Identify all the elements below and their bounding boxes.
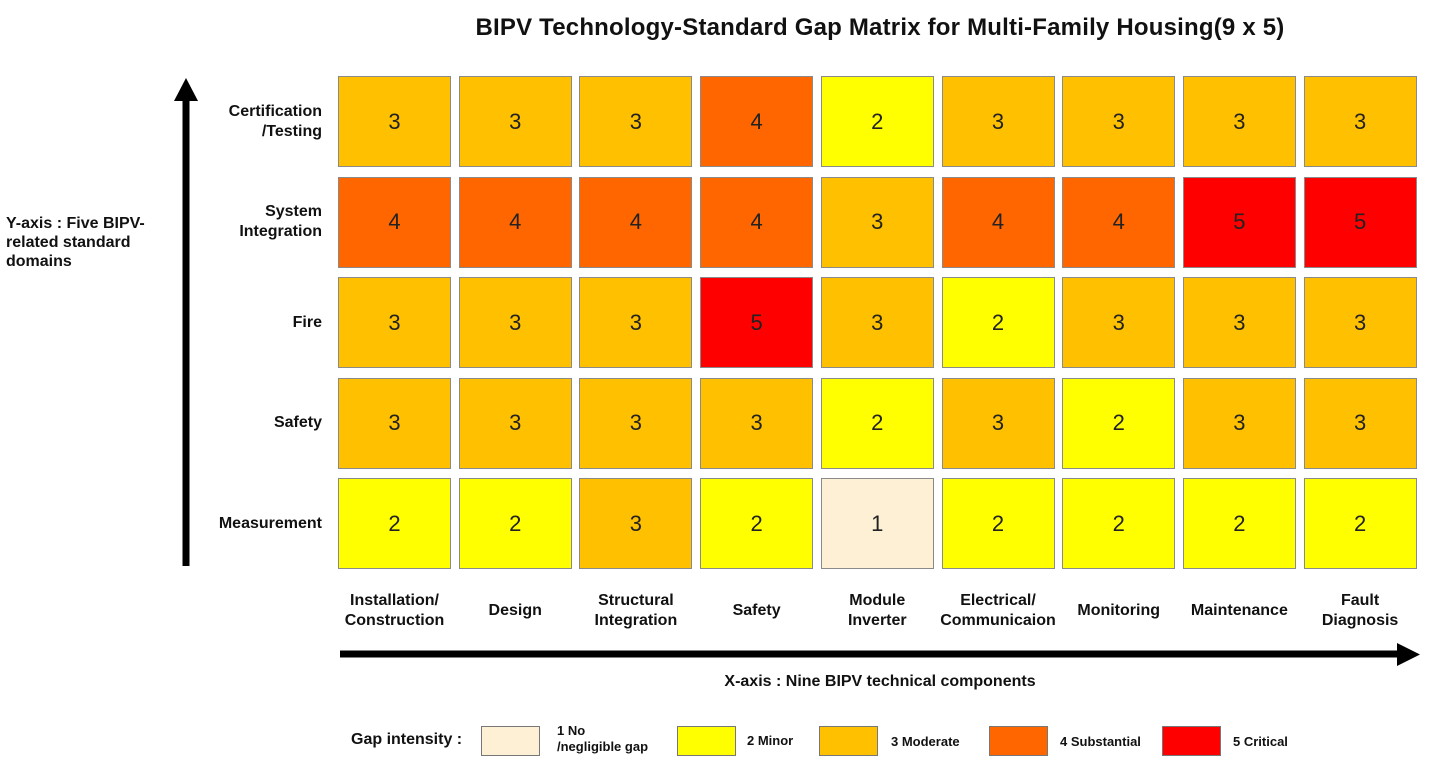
heatmap-cell: 5	[1182, 176, 1296, 268]
heatmap-cell: 4	[458, 176, 572, 268]
heatmap-cell: 3	[458, 277, 572, 368]
heatmap-cell: 4	[579, 176, 693, 268]
column-label: Maintenance	[1190, 602, 1288, 619]
legend-swatch-4	[989, 726, 1048, 756]
heatmap-cell: 4	[941, 176, 1055, 268]
heatmap-cell: 3	[820, 176, 934, 268]
heatmap-cell: 3	[1062, 76, 1176, 167]
heatmap-cell: 2	[941, 277, 1055, 368]
column-label: Installation/Construction	[344, 592, 445, 629]
y-axis-arrow-head	[174, 78, 198, 101]
heatmap-cell: 3	[1182, 377, 1296, 469]
column-label: Design	[488, 602, 542, 619]
column-label: Safety	[732, 602, 781, 619]
row-label: System Integration	[239, 203, 322, 240]
chart-title: BIPV Technology-Standard Gap Matrix for …	[475, 14, 1285, 41]
heatmap-cell: 3	[1303, 377, 1417, 469]
heatmap-cell: 2	[1062, 377, 1176, 469]
row-label: Certification/Testing	[228, 102, 322, 140]
heatmap-cell: 2	[1182, 478, 1296, 569]
heatmap-cell: 5	[1303, 176, 1417, 268]
heatmap-cell: 3	[820, 277, 934, 368]
column-label: Structural Integration	[594, 592, 678, 629]
row-label: Safety	[273, 414, 322, 431]
heatmap-cell: 2	[820, 76, 934, 167]
row-label: Fire	[292, 313, 322, 331]
heatmap-cell: 3	[579, 76, 693, 167]
heatmap-cell: 3	[579, 478, 693, 569]
column-label: Module Inverter	[847, 592, 907, 629]
heatmap-cell: 2	[1303, 478, 1417, 569]
heatmap-cell: 2	[941, 478, 1055, 569]
heatmap-cell: 3	[458, 377, 572, 469]
heatmap-cell: 1	[820, 478, 934, 569]
heatmap-cell: 4	[1062, 176, 1176, 268]
legend-swatch-2	[677, 726, 736, 756]
heatmap-cell: 3	[579, 277, 693, 368]
heatmap-cell: 3	[458, 76, 572, 167]
heatmap-cell: 3	[579, 377, 693, 469]
legend-label-2: 2 Minor	[747, 733, 794, 748]
heatmap-cell: 4	[700, 76, 814, 167]
legend-swatch-1	[481, 726, 540, 756]
legend-swatch-3	[819, 726, 878, 756]
column-label: Monitoring	[1077, 602, 1160, 619]
x-axis-description: X-axis : Nine BIPV technical components	[724, 673, 1036, 690]
legend-label-5: 5 Critical	[1233, 734, 1288, 749]
heatmap-cell: 3	[700, 377, 814, 469]
heatmap-cell: 3	[338, 377, 451, 469]
legend-label-4: 4 Substantial	[1060, 734, 1141, 749]
legend: Gap intensity : 1 No /negligible gap 2 M…	[0, 722, 1432, 762]
heatmap-cell: 4	[338, 176, 451, 268]
y-axis-description: Y-axis : Five BIPV-related standard doma…	[6, 215, 145, 270]
heatmap-cell: 3	[941, 377, 1055, 469]
legend-swatch-5	[1162, 726, 1221, 756]
heatmap-cell: 5	[700, 277, 814, 368]
heatmap-cell: 3	[1062, 277, 1176, 368]
heatmap-cell: 2	[458, 478, 572, 569]
heatmap-cell: 3	[338, 277, 451, 368]
heatmap-cell: 3	[1182, 76, 1296, 167]
heatmap-cell: 3	[1303, 76, 1417, 167]
legend-label-1: 1 No /negligible gap	[557, 723, 649, 754]
column-label: Electrical/Communicaion	[940, 592, 1056, 629]
heatmap-cell: 4	[700, 176, 814, 268]
heatmap-cell: 3	[338, 76, 451, 167]
heatmap-cell: 2	[1062, 478, 1176, 569]
legend-title: Gap intensity :	[351, 731, 463, 748]
column-label: Fault Diagnosis	[1321, 592, 1399, 629]
legend-label-3: 3 Moderate	[891, 734, 960, 749]
heatmap-cell: 2	[338, 478, 451, 569]
heatmap-cell: 2	[700, 478, 814, 569]
row-label: Measurement	[218, 514, 322, 532]
heatmap-cell: 2	[820, 377, 934, 469]
heatmap-cell: 3	[941, 76, 1055, 167]
x-axis-arrow-head	[1397, 643, 1420, 666]
heatmap-cell: 3	[1182, 277, 1296, 368]
heatmap-cell: 3	[1303, 277, 1417, 368]
